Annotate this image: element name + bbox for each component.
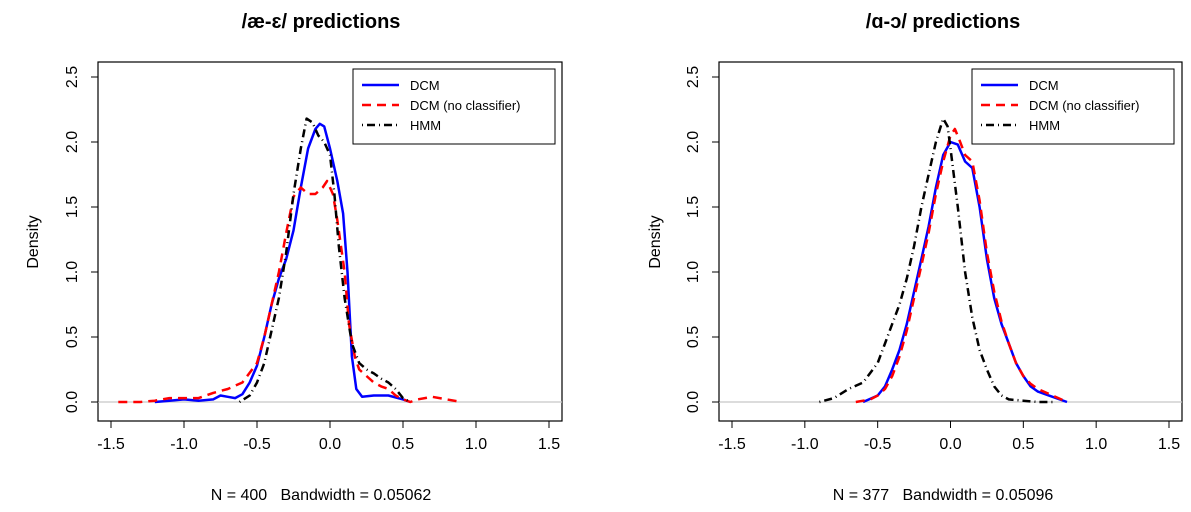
y-tick-label: 1.5: [64, 196, 81, 218]
x-tick-label: -1.5: [97, 436, 125, 453]
series-layer: [819, 117, 1068, 404]
series-line-hmm: [238, 117, 411, 404]
legend-box: [971, 68, 1175, 145]
x-tick-label: -1.5: [718, 436, 746, 453]
x-axis: -1.5 -1.0 -0.5 0.0 0.5 1.0 1.5: [718, 420, 1180, 453]
legend-label-dcm-no-classifier: DCM (no classifier): [410, 98, 521, 113]
x-tick-label: 1.0: [465, 436, 487, 453]
x-tick-label: 0.0: [319, 436, 341, 453]
chart-title: /æ-ɛ/ predictions: [242, 11, 401, 33]
series-line-dcm-no-classifier: [855, 127, 1068, 404]
x-tick-label: 0.5: [1012, 436, 1034, 453]
legend-label-dcm: DCM: [1029, 78, 1059, 93]
x-tick-label: 1.5: [1158, 436, 1180, 453]
panel-left: /æ-ɛ/ predictions 0.0 0.5 1.0 1.5 2.0 2.5 -1.…: [25, 11, 563, 504]
x-tick-label: 1.0: [1085, 436, 1107, 453]
series-line-hmm: [819, 117, 1053, 404]
series-line-dcm-no-classifier: [118, 179, 462, 404]
y-tick-label: 0.5: [64, 326, 81, 348]
y-axis: 0.0 0.5 1.0 1.5 2.0 2.5: [685, 66, 720, 413]
x-axis-label: N = 400 Bandwidth = 0.05062: [211, 487, 432, 504]
x-tick-label: 1.5: [538, 436, 560, 453]
y-tick-label: 2.5: [64, 66, 81, 88]
x-tick-label: 0.5: [392, 436, 414, 453]
x-tick-label: 0.0: [939, 436, 961, 453]
y-tick-label: 0.0: [64, 391, 81, 413]
y-tick-label: 2.0: [64, 131, 81, 153]
x-tick-label: -1.0: [170, 436, 198, 453]
legend: DCM DCM (no classifier) HMM: [971, 68, 1175, 145]
x-tick-label: -1.0: [791, 436, 819, 453]
y-axis-label: Density: [647, 215, 664, 268]
y-tick-label: 1.5: [685, 196, 702, 218]
y-tick-label: 0.0: [685, 391, 702, 413]
y-tick-label: 1.0: [64, 261, 81, 283]
legend-box: [352, 68, 556, 145]
y-axis-label: Density: [25, 215, 42, 268]
x-tick-label: -0.5: [864, 436, 892, 453]
panel-right: /ɑ-ɔ/ predictions 0.0 0.5 1.0 1.5 2.0 2.5 -1.…: [647, 11, 1183, 504]
legend-label-dcm: DCM: [410, 78, 440, 93]
y-axis: 0.0 0.5 1.0 1.5 2.0 2.5: [64, 66, 99, 413]
chart-title: /ɑ-ɔ/ predictions: [866, 11, 1020, 33]
x-axis-label: N = 377 Bandwidth = 0.05096: [833, 487, 1054, 504]
x-tick-label: -0.5: [243, 436, 271, 453]
series-line-dcm: [154, 122, 411, 404]
y-tick-label: 0.5: [685, 326, 702, 348]
y-tick-label: 2.5: [685, 66, 702, 88]
legend-label-hmm: HMM: [1029, 118, 1060, 133]
legend-label-hmm: HMM: [410, 118, 441, 133]
y-tick-label: 1.0: [685, 261, 702, 283]
legend: DCM DCM (no classifier) HMM: [352, 68, 556, 145]
series-layer: [118, 117, 462, 404]
legend-label-dcm-no-classifier: DCM (no classifier): [1029, 98, 1140, 113]
x-axis: -1.5 -1.0 -0.5 0.0 0.5 1.0 1.5: [97, 420, 560, 453]
y-tick-label: 2.0: [685, 131, 702, 153]
